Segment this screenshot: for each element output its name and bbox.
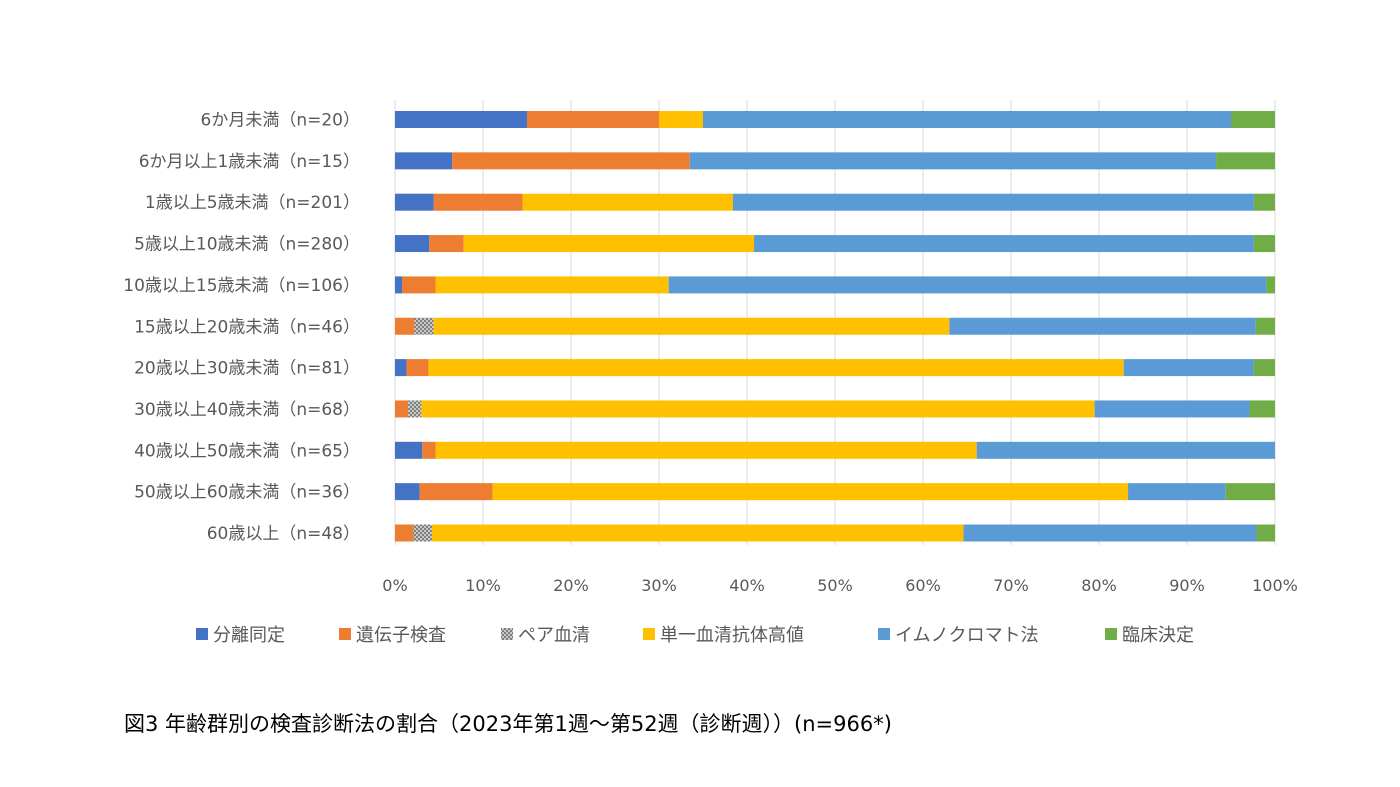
bar-segment bbox=[1216, 152, 1275, 170]
x-tick-label: 50% bbox=[817, 576, 853, 595]
category-label: 1歳以上5歳未満（n=201） bbox=[145, 193, 360, 213]
bar-segment bbox=[395, 483, 420, 501]
bar-segment bbox=[431, 524, 964, 542]
bar-segment bbox=[395, 441, 423, 459]
x-tick-label: 40% bbox=[729, 576, 765, 595]
x-tick-label: 90% bbox=[1169, 576, 1205, 595]
bar-segment bbox=[522, 193, 733, 211]
legend-swatch bbox=[878, 628, 890, 640]
category-label: 15歳以上20歳未満（n=46） bbox=[134, 317, 360, 337]
bar-segment bbox=[1256, 524, 1275, 542]
legend-swatch bbox=[196, 628, 208, 640]
bar-segment bbox=[949, 317, 1256, 335]
bar-segment bbox=[668, 276, 1267, 294]
bar-segment bbox=[1225, 483, 1275, 501]
legend-swatch bbox=[339, 628, 351, 640]
legend-label: 単一血清抗体高値 bbox=[660, 625, 804, 646]
bar-segment bbox=[428, 359, 1124, 377]
x-tick-label: 10% bbox=[465, 576, 501, 595]
bar-segment bbox=[1253, 193, 1275, 211]
x-tick-label: 80% bbox=[1081, 576, 1117, 595]
bar-segment bbox=[429, 235, 464, 253]
bar-segment bbox=[1249, 400, 1275, 418]
bar-segment bbox=[732, 193, 1254, 211]
bar-segment bbox=[1123, 359, 1254, 377]
bar-segment bbox=[1253, 235, 1275, 253]
bar-segment bbox=[1231, 111, 1275, 128]
category-label: 50歳以上60歳未満（n=36） bbox=[134, 483, 360, 503]
x-tick-label: 100% bbox=[1252, 576, 1298, 595]
legend-swatch bbox=[501, 628, 513, 640]
category-label: 10歳以上15歳未満（n=106） bbox=[123, 276, 360, 296]
legend-label: ペア血清 bbox=[518, 625, 590, 646]
x-tick-label: 70% bbox=[993, 576, 1029, 595]
bar-segment bbox=[703, 111, 1231, 128]
bar-segment bbox=[422, 441, 436, 459]
bar-segment bbox=[395, 193, 434, 211]
category-label: 30歳以上40歳未満（n=68） bbox=[134, 400, 360, 420]
bar-segment bbox=[1094, 400, 1250, 418]
bar-segment bbox=[492, 483, 1129, 501]
bar-segment bbox=[395, 152, 453, 170]
bar-segment bbox=[1255, 317, 1275, 335]
bar-segment bbox=[413, 524, 432, 542]
bars bbox=[395, 111, 1275, 542]
bar-segment bbox=[433, 317, 950, 335]
bar-segment bbox=[402, 276, 436, 294]
bar-segment bbox=[963, 524, 1257, 542]
x-axis-tick-labels: 0% 10% 20% 30% 40% 50% 60% 70% 80% 90% 100% bbox=[382, 576, 1298, 595]
bar-segment bbox=[527, 111, 659, 128]
bar-segment bbox=[395, 111, 527, 128]
category-label: 6か月以上1歳未満（n=15） bbox=[139, 152, 360, 172]
bar-segment bbox=[433, 193, 523, 211]
bar-segment bbox=[395, 317, 415, 335]
bar-segment bbox=[395, 400, 409, 418]
x-tick-label: 20% bbox=[553, 576, 589, 595]
legend-label: 臨床決定 bbox=[1122, 625, 1194, 646]
x-tick-label: 60% bbox=[905, 576, 941, 595]
category-label: 6か月未満（n=20） bbox=[201, 111, 360, 131]
legend-label: 分離同定 bbox=[213, 625, 285, 646]
legend-swatch bbox=[643, 628, 655, 640]
legend-label: 遺伝子検査 bbox=[356, 625, 446, 646]
category-labels: 6か月未満（n=20） 6か月以上1歳未満（n=15） 1歳以上5歳未満（n=201… bbox=[123, 111, 360, 545]
category-label: 40歳以上50歳未満（n=65） bbox=[134, 441, 360, 461]
category-label: 20歳以上30歳未満（n=81） bbox=[134, 359, 360, 379]
legend: 分離同定 遺伝子検査 ペア血清 単一血清抗体高値 イムノクロマト法 臨床決定 bbox=[196, 625, 1194, 646]
bar-segment bbox=[435, 276, 669, 294]
bar-segment bbox=[421, 400, 1095, 418]
bar-segment bbox=[689, 152, 1217, 170]
x-tick-label: 0% bbox=[382, 576, 407, 595]
bar-segment bbox=[414, 317, 434, 335]
category-label: 5歳以上10歳未満（n=280） bbox=[134, 235, 360, 255]
bar-segment bbox=[452, 152, 690, 170]
bar-segment bbox=[395, 359, 407, 377]
bar-segment bbox=[1266, 276, 1275, 294]
legend-swatch bbox=[1105, 628, 1117, 640]
category-label: 60歳以上（n=48） bbox=[207, 524, 360, 544]
bar-segment bbox=[408, 400, 422, 418]
bar-segment bbox=[395, 235, 430, 253]
bar-segment bbox=[659, 111, 703, 128]
bar-segment bbox=[976, 441, 1275, 459]
bar-segment bbox=[435, 441, 977, 459]
bar-segment bbox=[419, 483, 493, 501]
legend-label: イムノクロマト法 bbox=[895, 625, 1039, 646]
figure-caption: 図3 年齢群別の検査診断法の割合（2023年第1週～第52週（診断週））(n=9… bbox=[124, 712, 892, 736]
bar-segment bbox=[395, 524, 414, 542]
x-tick-label: 30% bbox=[641, 576, 677, 595]
bar-segment bbox=[406, 359, 429, 377]
bar-segment bbox=[1253, 359, 1275, 377]
bar-segment bbox=[1128, 483, 1226, 501]
bar-segment bbox=[754, 235, 1254, 253]
bar-segment bbox=[395, 276, 403, 294]
bar-segment bbox=[463, 235, 755, 253]
